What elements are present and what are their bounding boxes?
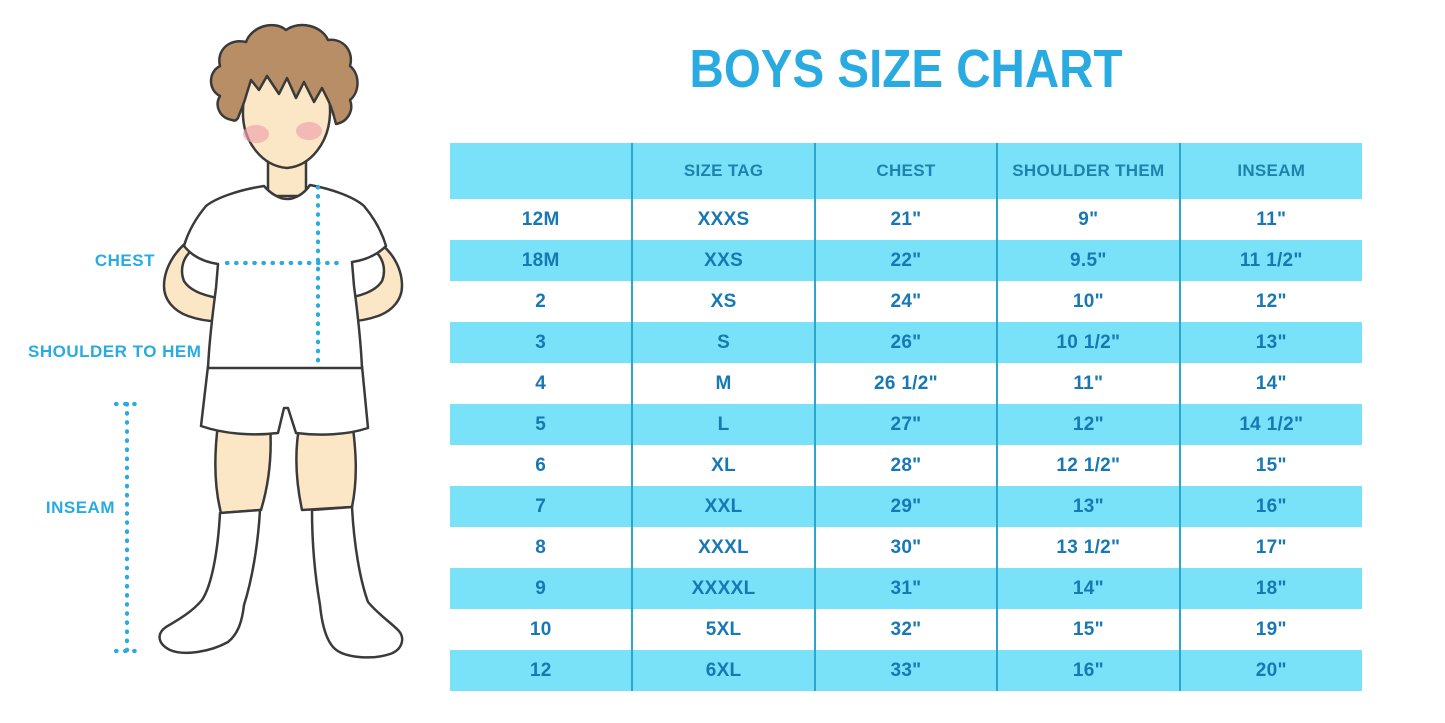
right-blush [296,122,322,140]
size-value-cell: XXXXL [631,568,815,609]
size-value-cell: 12" [996,404,1180,445]
size-label-cell: 5 [535,413,547,435]
size-value-cell: 32" [813,609,998,650]
size-value-cell: XXL [631,486,815,527]
shoulder-to-hem-label: SHOULDER TO HEM [28,342,202,361]
size-label-cell: 8 [535,536,547,558]
size-value-cell: 9" [996,199,1180,240]
size-value-cell: 27" [813,404,998,445]
size-value-cell: 22" [813,240,998,281]
table-body: 12M XXXS 21" 9" 11" 18M XXS 22" 9.5" 11 1/2" 2 XS 24… [450,199,1362,691]
size-value-cell: XL [631,445,815,486]
left-blush [243,125,269,143]
size-value-cell: 12" [1178,281,1362,322]
shorts [199,364,370,436]
size-label-cell: 18M [521,249,560,271]
size-value-cell: 28" [813,445,998,486]
size-value-cell: 9.5" [996,240,1180,281]
size-label-cell: 3 [535,331,547,353]
boy-figure: CHEST SHOULDER TO HEM INSEAM [0,0,450,723]
size-value-cell: 16" [1178,486,1362,527]
size-value-cell: 13" [1178,322,1362,363]
size-value-cell: 14" [1178,363,1362,404]
legs [214,418,357,515]
size-value-cell: 6XL [631,650,815,691]
table-row: 2 XS 24" 10" 12" [450,281,1362,322]
table-row: 7 XXL 29" 13" 16" [450,486,1362,527]
size-value-cell: 31" [813,568,998,609]
size-value-cell: 10 1/2" [996,322,1180,363]
chest-label: CHEST [94,251,155,270]
size-value-cell: 19" [1178,609,1362,650]
size-value-cell: 13 1/2" [996,527,1180,568]
size-table-container: SIZE TAG CHEST SHOULDER THEM INSEAM 12M XXXS… [450,143,1362,691]
table-header: SIZE TAG CHEST SHOULDER THEM INSEAM [450,143,1362,199]
size-value-cell: 26" [813,322,998,363]
size-value-cell: XXXL [631,527,815,568]
column-header: INSEAM [1178,143,1362,199]
column-header: CHEST [813,143,998,199]
size-value-cell: 17" [1178,527,1362,568]
page-title: BOYS SIZE CHART [689,39,1123,99]
size-value-cell: M [631,363,815,404]
size-value-cell: 10" [996,281,1180,322]
size-label-cell: 2 [535,290,547,312]
size-label-cell: 9 [535,577,547,599]
hair [209,23,359,126]
size-label-cell: 12M [521,208,560,230]
column-header [450,143,633,199]
table-row: 18M XXS 22" 9.5" 11 1/2" [450,240,1362,281]
size-label-cell: 6 [535,454,547,476]
inseam-measure-line [113,401,143,654]
size-value-cell: 26 1/2" [813,363,998,404]
size-value-cell: 21" [813,199,998,240]
size-value-cell: XXS [631,240,815,281]
size-value-cell: 15" [996,609,1180,650]
size-value-cell: 11" [996,363,1180,404]
table-row: 12 6XL 33" 16" 20" [450,650,1362,691]
size-value-cell: 5XL [631,609,815,650]
size-label-cell: 4 [535,372,547,394]
size-value-cell: 11 1/2" [1178,240,1362,281]
size-value-cell: 12 1/2" [996,445,1180,486]
size-value-cell: L [631,404,815,445]
size-label-cell: 12 [529,659,552,681]
table-row: 10 5XL 32" 15" 19" [450,609,1362,650]
column-header: SHOULDER THEM [996,143,1180,199]
table-row: 4 M 26 1/2" 11" 14" [450,363,1362,404]
size-value-cell: 24" [813,281,998,322]
size-table: SIZE TAG CHEST SHOULDER THEM INSEAM 12M XXXS… [450,143,1362,691]
size-value-cell: XXXS [631,199,815,240]
column-header: SIZE TAG [631,143,815,199]
boy-illustration [113,23,404,659]
size-value-cell: 15" [1178,445,1362,486]
size-value-cell: 18" [1178,568,1362,609]
size-value-cell: 14" [996,568,1180,609]
size-value-cell: 16" [996,650,1180,691]
size-label-cell: 7 [535,495,547,517]
size-value-cell: 11" [1178,199,1362,240]
measurement-lines [113,184,346,654]
table-row: 12M XXXS 21" 9" 11" [450,199,1362,240]
size-value-cell: XS [631,281,815,322]
size-value-cell: 13" [996,486,1180,527]
table-row: 3 S 26" 10 1/2" 13" [450,322,1362,363]
size-value-cell: 29" [813,486,998,527]
size-label-cell: 10 [529,618,552,640]
table-row: 8 XXXL 30" 13 1/2" 17" [450,527,1362,568]
t-shirt [182,183,388,370]
inseam-label: INSEAM [45,498,115,517]
size-value-cell: 14 1/2" [1178,404,1362,445]
size-value-cell: 30" [813,527,998,568]
table-row: 9 XXXXL 31" 14" 18" [450,568,1362,609]
size-value-cell: 33" [813,650,998,691]
table-row: 5 L 27" 12" 14 1/2" [450,404,1362,445]
size-value-cell: 20" [1178,650,1362,691]
size-value-cell: S [631,322,815,363]
socks [158,505,404,659]
table-row: 6 XL 28" 12 1/2" 15" [450,445,1362,486]
